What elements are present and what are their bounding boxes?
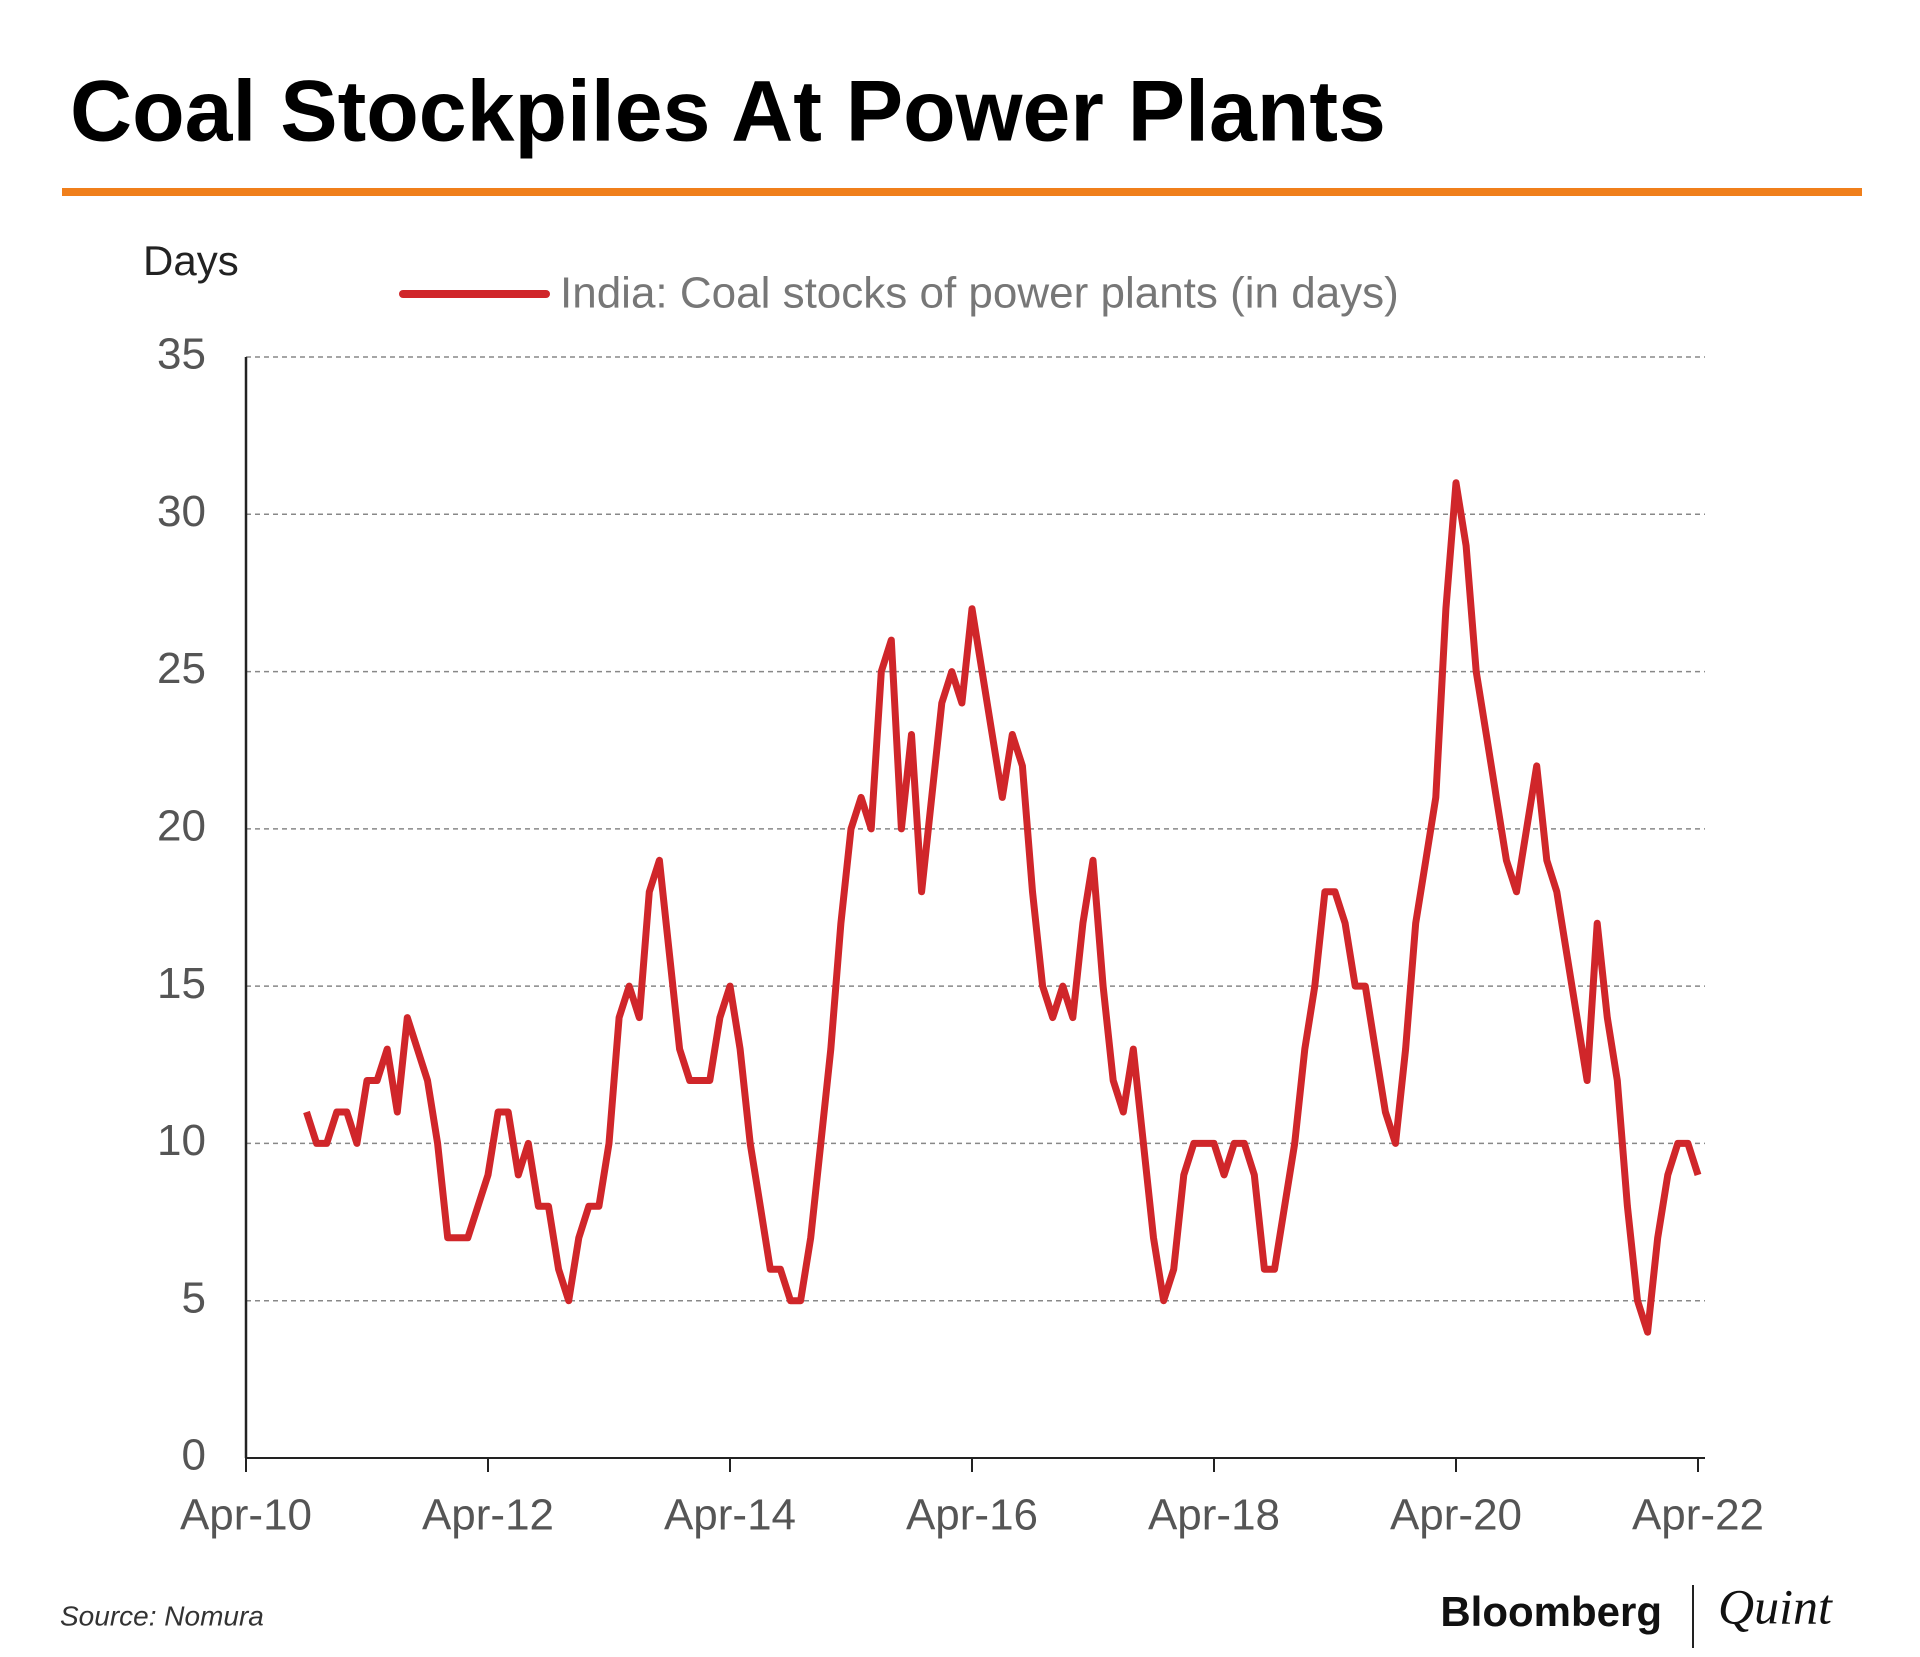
x-tick-label: Apr-20 xyxy=(1390,1491,1522,1540)
y-tick-label: 30 xyxy=(157,487,206,536)
data-line xyxy=(303,479,1702,1336)
x-tick-label: Apr-18 xyxy=(1148,1491,1280,1540)
x-tick-label: Apr-16 xyxy=(906,1491,1038,1540)
y-tick-label: 10 xyxy=(157,1116,206,1165)
x-tick-label: Apr-12 xyxy=(422,1491,554,1540)
y-tick-label: 15 xyxy=(157,959,206,1008)
y-tick-label: 20 xyxy=(157,801,206,850)
x-tick-label: Apr-22 xyxy=(1632,1491,1764,1540)
logo-quint: Quint xyxy=(1718,1578,1833,1634)
y-tick-label: 5 xyxy=(182,1273,206,1322)
y-axis-label: Days xyxy=(143,237,239,284)
x-tick-label: Apr-10 xyxy=(180,1491,312,1540)
y-tick-label: 35 xyxy=(157,330,206,379)
y-tick-label: 0 xyxy=(182,1431,206,1480)
source: Source: Nomura xyxy=(60,1600,264,1631)
legend-label: India: Coal stocks of power plants (in d… xyxy=(560,269,1399,318)
x-tick-label: Apr-14 xyxy=(664,1491,796,1540)
title-rule xyxy=(62,188,1862,196)
y-tick-label: 25 xyxy=(157,644,206,693)
chart-title: Coal Stockpiles At Power Plants xyxy=(70,64,1386,160)
logo-bloomberg: Bloomberg xyxy=(1440,1588,1662,1635)
